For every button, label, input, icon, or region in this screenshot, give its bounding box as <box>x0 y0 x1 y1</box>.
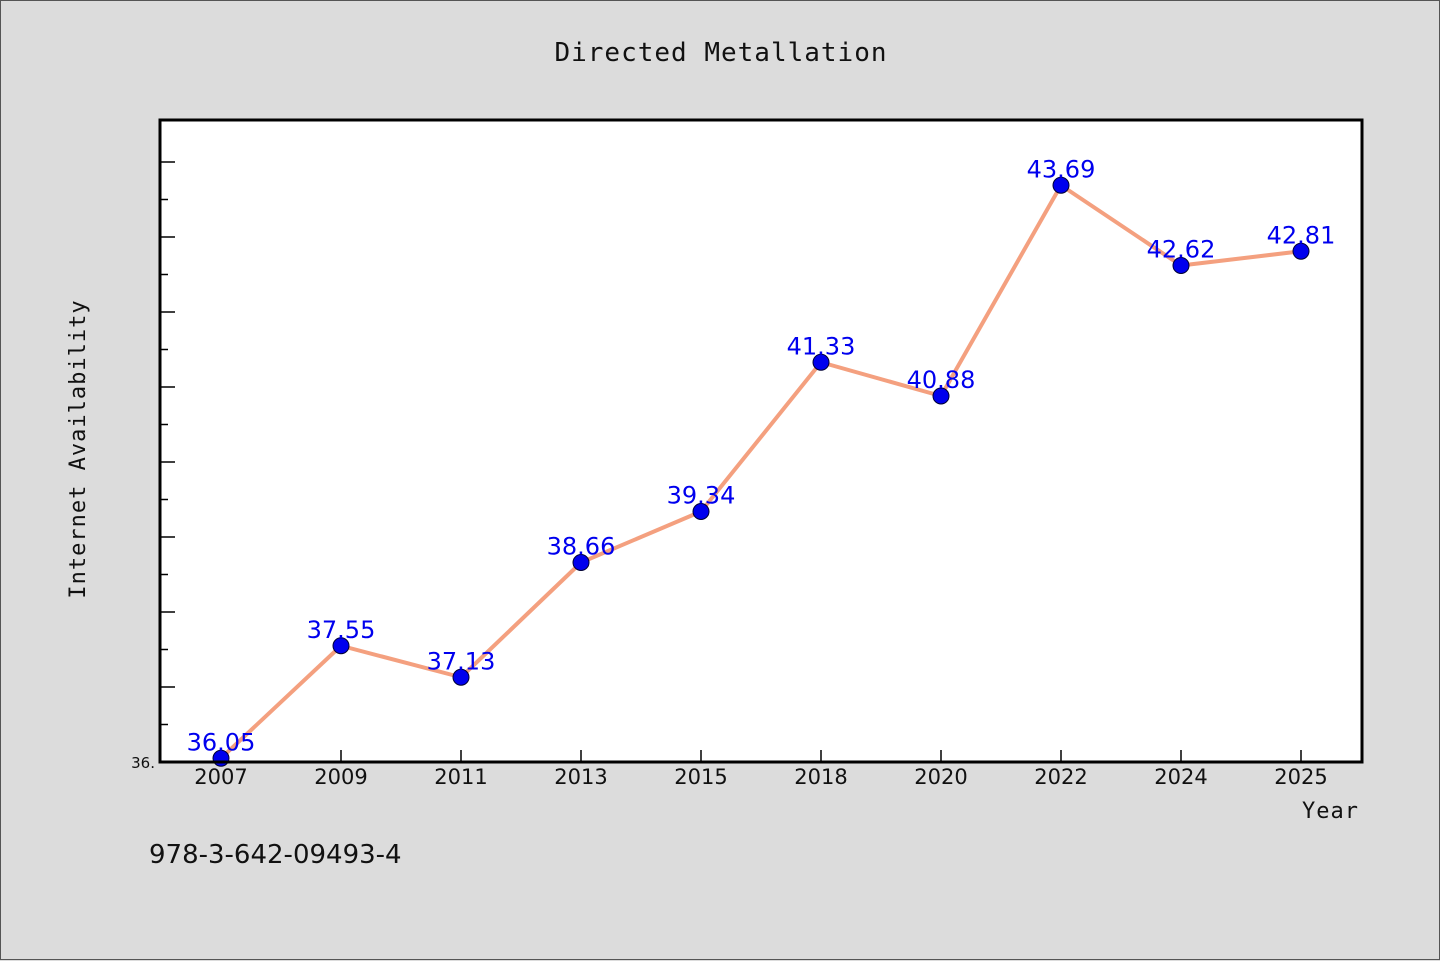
data-point <box>1172 257 1190 274</box>
x-tick-label: 2018 <box>794 765 847 789</box>
data-labels: 36.05 37.55 37.13 38.66 39.34 41.33 40.88 43.69… <box>187 155 1336 756</box>
data-point <box>692 503 710 520</box>
data-label: 37.55 <box>307 616 376 644</box>
x-tick-label: 2015 <box>674 765 727 789</box>
x-tick-label: 2025 <box>1274 765 1327 789</box>
x-tick-label: 2007 <box>194 765 247 789</box>
data-label: 36.05 <box>187 728 256 756</box>
y-axis-label: Internet Availability <box>66 299 91 598</box>
data-label: 43.69 <box>1027 155 1096 183</box>
x-tick-labels: 2007 2009 2011 2013 2015 2018 2020 2022 2024 2025 <box>194 765 1327 789</box>
data-label: 40.88 <box>907 366 976 394</box>
data-label: 42.62 <box>1147 236 1216 264</box>
data-label: 42.81 <box>1267 221 1336 249</box>
data-label: 41.33 <box>787 332 856 360</box>
x-tick-label: 2013 <box>554 765 607 789</box>
y-axis-ticks <box>161 161 175 726</box>
plot-frame <box>158 118 1364 764</box>
data-point <box>1052 176 1070 194</box>
data-point <box>452 668 470 686</box>
x-tick-label: 2024 <box>1154 765 1207 789</box>
data-label: 37.13 <box>427 647 496 675</box>
plot-area <box>160 120 1362 762</box>
isbn-text: 978-3-642-09493-4 <box>149 840 402 870</box>
data-point <box>332 637 350 655</box>
x-axis-label: Year <box>1302 799 1359 824</box>
data-label: 38.66 <box>547 533 616 561</box>
series-line <box>219 183 1302 760</box>
data-label: 39.34 <box>667 482 736 510</box>
data-point <box>932 387 950 405</box>
x-tick-label: 2020 <box>914 765 967 789</box>
data-point <box>812 353 830 371</box>
data-point <box>1292 242 1310 260</box>
data-point <box>572 554 590 571</box>
x-tick-label: 2022 <box>1034 765 1087 789</box>
chart-title: Directed Metallation <box>554 38 887 68</box>
x-tick-label: 2009 <box>314 765 367 789</box>
y-tick-label: 36. <box>131 754 155 772</box>
x-tick-label: 2011 <box>434 765 487 789</box>
series-markers <box>212 176 1310 767</box>
